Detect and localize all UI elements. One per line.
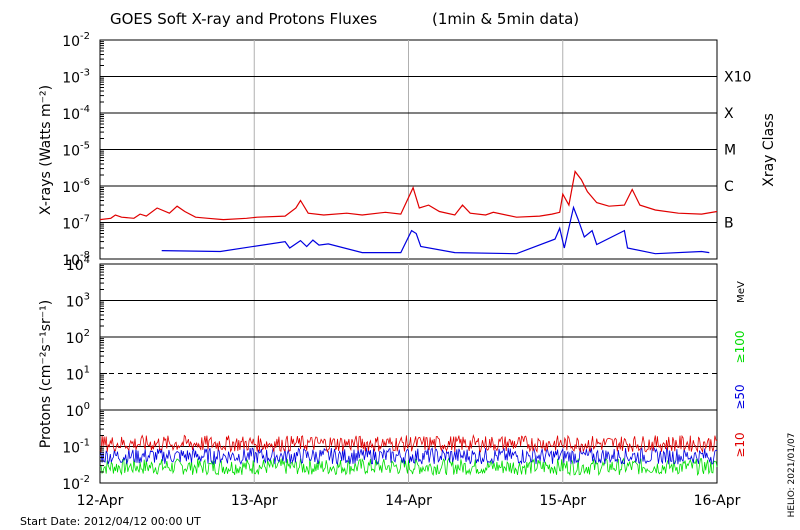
proton-tick-label: 102 [66,328,90,347]
xray-tick-label: 10-5 [62,141,90,160]
start-date-label: Start Date: 2012/04/12 00:00 UT [20,515,201,528]
proton-tick-label: 10-2 [62,474,90,493]
xray-class-label: B [724,216,734,232]
x-tick-label: 14-Apr [385,493,432,509]
xray-class-label: X [724,106,734,122]
xray-axis-label: X-rays (Watts m⁻²) [38,85,54,215]
proton-tick-label: 100 [66,401,90,420]
xray-tick-label: 10-6 [62,177,90,196]
helio-credit: HELIO: 2021/01/07 [787,433,797,518]
xray-series-line [161,205,710,255]
energy-unit-label: MeV [736,281,747,303]
proton-series-line [99,457,718,477]
proton-tick-label: 103 [66,292,90,311]
x-tick-label: 15-Apr [539,493,586,509]
legend-ge50: ≥50 [733,384,747,409]
legend-ge100: ≥100 [733,331,747,364]
chart-title: GOES Soft X-ray and Protons Fluxes [110,10,377,28]
xray-class-label: M [724,143,736,159]
legend-ge10: ≥10 [733,432,747,457]
xray-series-line [99,170,718,221]
xray-tick-label: 10-3 [62,68,90,87]
x-tick-label: 16-Apr [694,493,741,509]
proton-tick-label: 104 [66,255,90,274]
x-tick-label: 13-Apr [231,493,278,509]
xray-tick-label: 10-4 [62,104,90,123]
proton-series-line [99,446,718,466]
chart-subtitle: (1min & 5min data) [432,10,579,28]
xray-class-axis-label: Xray Class [761,113,777,187]
x-tick-label: 12-Apr [77,493,124,509]
proton-tick-label: 10-1 [62,438,90,457]
xray-tick-label: 10-2 [62,31,90,50]
xray-tick-label: 10-7 [62,214,90,233]
xray-class-label: C [724,179,734,195]
xray-tick-label: 10-8 [62,250,90,269]
xray-class-label: X10 [724,70,751,86]
proton-series-line [99,433,718,454]
proton-axis-label: Protons (cm⁻²s⁻¹sr⁻¹) [38,300,54,449]
proton-tick-label: 101 [66,365,90,384]
